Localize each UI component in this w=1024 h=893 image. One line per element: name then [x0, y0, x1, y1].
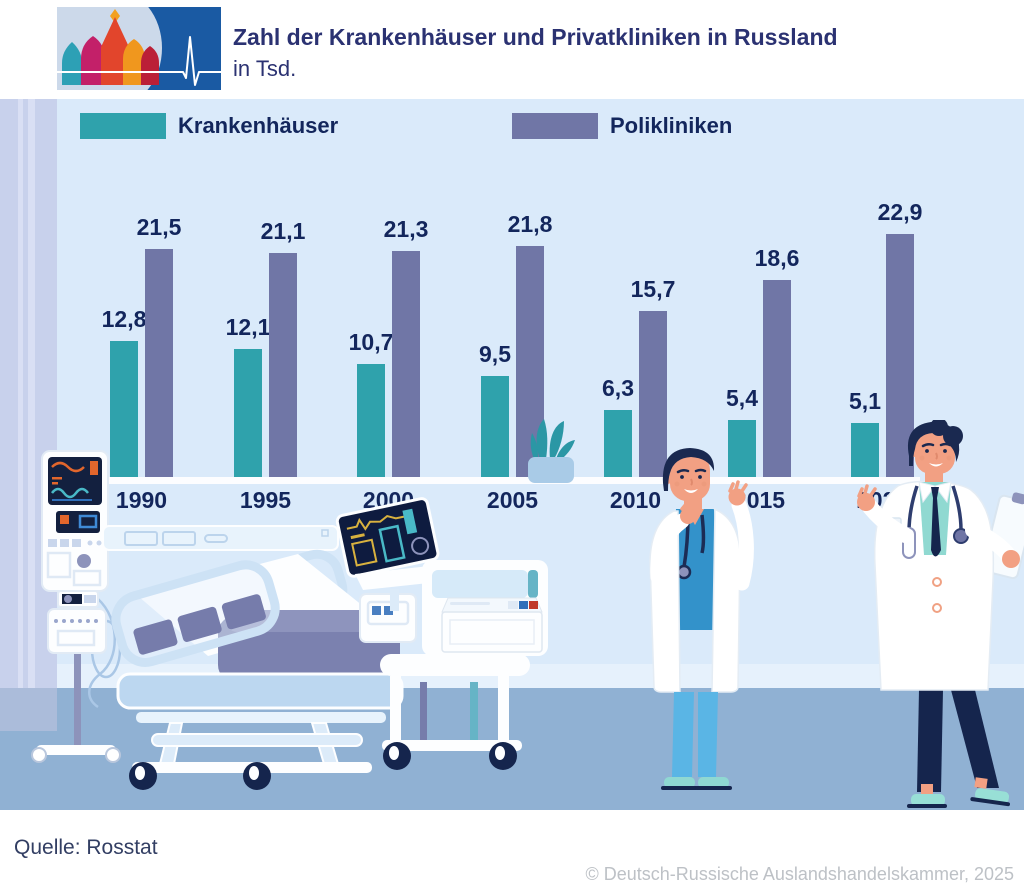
krankenhaeuser-bar-2015 — [728, 420, 756, 477]
legend-label-krankenhaeuser: Krankenhäuser — [178, 113, 339, 138]
legend-swatch-krankenhaeuser — [80, 113, 166, 139]
polikliniken-bar-1990 — [145, 249, 173, 477]
year-label-1995: 1995 — [239, 487, 292, 513]
page-subtitle: in Tsd. — [233, 56, 297, 81]
header: Zahl der Krankenhäuser und Privatklinike… — [0, 0, 1024, 99]
doctor-gesturing-illustration — [649, 448, 754, 790]
value-label-2015-polikliniken: 18,6 — [754, 245, 800, 271]
potted-plant-illustration — [528, 419, 575, 483]
year-label-2005: 2005 — [486, 487, 539, 513]
chart-scene: Krankenhäuser Polikliniken 12,8 21,5 1990 1… — [0, 99, 1024, 810]
page-title: Zahl der Krankenhäuser und Privatklinike… — [233, 24, 838, 50]
clipboard — [981, 492, 1024, 580]
copyright-note: © Deutsch-Russische Auslandshandelskamme… — [585, 864, 1014, 884]
value-label-2005-polikliniken: 21,8 — [507, 211, 553, 237]
wall-column-stripe — [18, 99, 23, 688]
legend-swatch-polikliniken — [512, 113, 598, 139]
krankenhaeuser-bar-1990 — [110, 341, 138, 477]
value-label-2020-polikliniken: 22,9 — [877, 199, 923, 225]
iv-infusion-pump-illustration — [31, 450, 122, 763]
bed-wheels — [129, 762, 271, 790]
krankenhaeuser-bar-2005 — [481, 376, 509, 477]
year-label-2010: 2010 — [609, 487, 662, 513]
value-label-2010-krankenhaeuser: 6,3 — [602, 375, 634, 401]
year-label-1990: 1990 — [115, 487, 168, 513]
patient-monitor-trolley-illustration — [335, 497, 548, 770]
krankenhaeuser-bar-2010 — [604, 410, 632, 477]
footer: Quelle: Rosstat © Deutsch-Russische Ausl… — [0, 810, 1024, 893]
polikliniken-bar-2000 — [392, 251, 420, 477]
polikliniken-bar-2015 — [763, 280, 791, 477]
cathedral-domes — [62, 9, 159, 85]
value-label-1990-krankenhaeuser: 12,8 — [101, 306, 147, 332]
wall-column-stripe — [28, 99, 35, 688]
value-label-1995-krankenhaeuser: 12,1 — [225, 314, 271, 340]
wall-column-base — [0, 688, 57, 731]
legend-label-polikliniken: Polikliniken — [610, 113, 733, 138]
polikliniken-bar-2020 — [886, 234, 914, 477]
trolley-wheels — [383, 742, 517, 770]
value-label-1990-polikliniken: 21,5 — [136, 214, 182, 240]
krankenhaeuser-bar-2020 — [851, 423, 879, 477]
chart-baseline — [85, 477, 920, 484]
wall-console — [102, 525, 339, 551]
monitor-screen — [335, 497, 440, 578]
hospital-bed-illustration — [102, 525, 404, 790]
value-label-2015-krankenhaeuser: 5,4 — [726, 385, 758, 411]
krankenhaeuser-bar-2000 — [357, 364, 385, 477]
polikliniken-bar-2010 — [639, 311, 667, 477]
value-label-2020-krankenhaeuser: 5,1 — [849, 388, 881, 414]
doctor-with-clipboard-illustration — [857, 420, 1024, 808]
value-label-2000-polikliniken: 21,3 — [383, 216, 429, 242]
value-label-2000-krankenhaeuser: 10,7 — [348, 329, 394, 355]
value-label-1995-polikliniken: 21,1 — [260, 218, 306, 244]
ecg-line — [57, 36, 221, 86]
value-label-2005-krankenhaeuser: 9,5 — [479, 341, 511, 367]
source-note: Quelle: Rosstat — [14, 836, 158, 859]
value-label-2010-polikliniken: 15,7 — [630, 276, 676, 302]
polikliniken-bar-1995 — [269, 253, 297, 477]
krankenhaeuser-bar-1995 — [234, 349, 262, 477]
st-basils-cathedral-ecg-logo — [57, 7, 221, 90]
